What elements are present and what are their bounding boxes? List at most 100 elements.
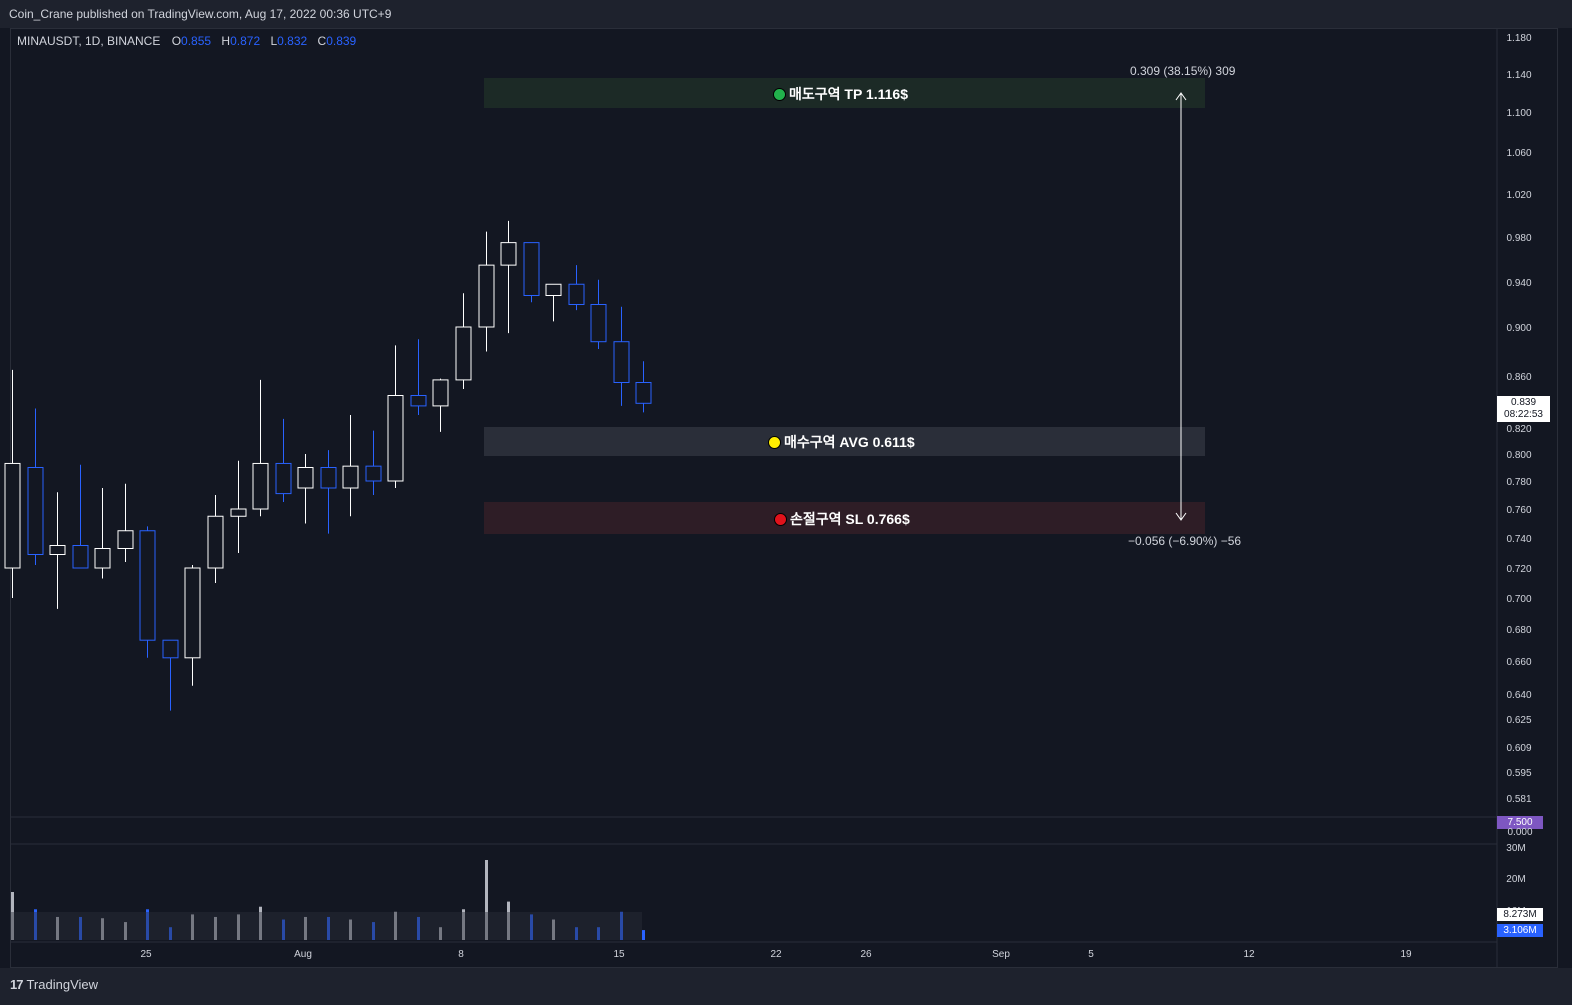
candle-body[interactable]: [590, 304, 607, 343]
volume-bar: [349, 919, 352, 940]
publish-info: Coin_Crane published on TradingView.com,…: [9, 7, 392, 21]
indicator-tag: 7.500: [1497, 816, 1543, 829]
volume-bar: [56, 916, 59, 940]
publish-header: Coin_Crane published on TradingView.com,…: [0, 0, 1572, 28]
tp-zone-label[interactable]: 매도구역 TP 1.116$: [773, 84, 908, 104]
volume-bar: [507, 901, 510, 940]
volume-bar: [101, 918, 104, 940]
candle-body[interactable]: [523, 242, 540, 296]
tp-zone-text: 매도구역 TP 1.116$: [789, 86, 908, 102]
price-axis-label: 0.625: [1506, 715, 1531, 726]
candle-body[interactable]: [635, 382, 652, 404]
candle-body[interactable]: [478, 264, 495, 328]
green-dot-icon: [773, 87, 786, 101]
candle-body[interactable]: [613, 341, 630, 384]
tradingview-brand[interactable]: 17 TradingView: [10, 977, 98, 992]
yellow-dot-icon: [768, 435, 781, 449]
candle-body[interactable]: [27, 467, 44, 555]
volume-bar: [530, 914, 533, 940]
candle-body[interactable]: [139, 530, 156, 641]
candle-body[interactable]: [252, 462, 269, 510]
symbol-info[interactable]: MINAUSDT, 1D, BINANCE: [17, 34, 161, 48]
time-axis-label: 15: [613, 949, 625, 960]
current-price-tag: 0.839 08:22:53: [1497, 396, 1550, 422]
brand-text: TradingView: [26, 977, 99, 992]
price-axis-label: 0.940: [1506, 278, 1531, 289]
time-axis-label: 25: [140, 949, 152, 960]
volume-bar: [394, 911, 397, 940]
volume-ma-area: [10, 912, 642, 940]
volume-bar: [327, 916, 330, 940]
low-value: 0.832: [277, 34, 308, 48]
price-axis-label: 0.800: [1506, 450, 1531, 461]
price-axis-label: 0.660: [1506, 657, 1531, 668]
volume-axis-label: 30M: [1506, 843, 1525, 854]
candle-body[interactable]: [184, 567, 201, 659]
time-axis-label: 5: [1088, 949, 1094, 960]
candle-body[interactable]: [4, 462, 21, 569]
candle-body[interactable]: [297, 467, 314, 489]
candle-body[interactable]: [94, 548, 111, 569]
candle-body[interactable]: [500, 242, 517, 266]
volume-bar: [124, 922, 127, 940]
candle-body[interactable]: [365, 465, 382, 482]
candle-body[interactable]: [230, 508, 247, 517]
volume-bar: [372, 922, 375, 940]
volume-bar: [304, 916, 307, 940]
volume-bar: [597, 927, 600, 940]
indicator-zero-label: 0.000: [1507, 827, 1533, 838]
volume-tag-total: 8.273M: [1497, 908, 1543, 921]
candle-body[interactable]: [275, 462, 292, 495]
candle-body[interactable]: [207, 515, 224, 569]
footer-bar: 17 TradingView: [0, 968, 1572, 1005]
candle-body[interactable]: [320, 467, 337, 489]
open-label: O: [171, 34, 182, 48]
candle-body[interactable]: [432, 379, 449, 407]
volume-bar: [237, 914, 240, 940]
volume-bar: [259, 906, 262, 940]
price-axis-label: 1.180: [1506, 33, 1531, 44]
sl-zone-box[interactable]: [484, 502, 1205, 534]
candle-body[interactable]: [387, 395, 404, 482]
price-axis-label: 0.740: [1506, 534, 1531, 545]
candle-body[interactable]: [72, 545, 89, 569]
price-axis-label: 0.595: [1506, 768, 1531, 779]
measure-down-text: −0.056 (−6.90%) −56: [1128, 534, 1242, 548]
time-axis-label: Aug: [294, 949, 312, 960]
candle-body[interactable]: [568, 283, 585, 305]
candle-body[interactable]: [162, 639, 179, 659]
volume-bar: [485, 860, 488, 940]
volume-bar: [146, 909, 149, 940]
price-axis-label: 1.060: [1506, 148, 1531, 159]
time-axis-label: 8: [458, 949, 464, 960]
tp-zone-box[interactable]: [484, 78, 1205, 108]
candle-body[interactable]: [545, 283, 562, 296]
volume-bar: [191, 914, 194, 940]
candle-body[interactable]: [410, 395, 427, 407]
price-axis-label: 0.700: [1506, 594, 1531, 605]
volume-bar: [11, 892, 14, 940]
close-value: 0.839: [326, 34, 357, 48]
candle-body[interactable]: [49, 545, 66, 555]
candle-body[interactable]: [117, 530, 134, 549]
volume-bar: [79, 916, 82, 940]
avg-zone-box[interactable]: [484, 427, 1205, 456]
volume-bar: [417, 916, 420, 940]
sl-zone-label[interactable]: 손절구역 SL 0.766$: [774, 509, 910, 529]
high-label: H: [221, 34, 231, 48]
high-value: 0.872: [230, 34, 261, 48]
candle-body[interactable]: [455, 326, 472, 381]
price-chart[interactable]: 1.180 1.140 1.100 1.060 1.020 0.980 0.940 0.900…: [0, 0, 1572, 968]
volume-tag-current: 3.106M: [1497, 924, 1543, 937]
ohlc-legend: MINAUSDT, 1D, BINANCE O0.855 H0.872 L0.8…: [17, 34, 363, 48]
avg-zone-label[interactable]: 매수구역 AVG 0.611$: [768, 432, 915, 452]
price-axis-label: 0.720: [1506, 564, 1531, 575]
volume-bar: [575, 927, 578, 940]
price-axis-label: 0.780: [1506, 477, 1531, 488]
time-axis-label: 22: [770, 949, 782, 960]
measure-up-text: 0.309 (38.15%) 309: [1130, 64, 1236, 78]
candle-body[interactable]: [342, 465, 359, 489]
price-axis-label: 1.020: [1506, 190, 1531, 201]
price-axis-label: 0.680: [1506, 625, 1531, 636]
volume-bar: [552, 919, 555, 940]
